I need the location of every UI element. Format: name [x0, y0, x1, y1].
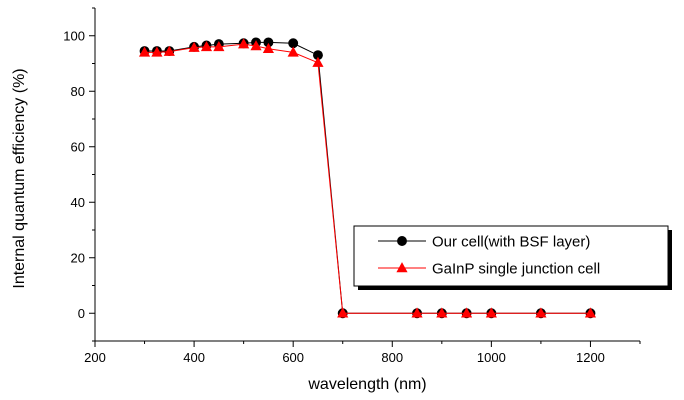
data-point [250, 40, 262, 51]
data-point [337, 307, 349, 318]
legend-box [353, 225, 669, 287]
data-point [485, 307, 497, 318]
legend-label: GaInP single junction cell [432, 261, 600, 278]
data-point [163, 45, 175, 56]
data-point [312, 56, 324, 67]
data-point [262, 42, 274, 54]
legend-item-1: Our cell(with BSF layer) [378, 234, 590, 251]
legend-marker [397, 236, 407, 246]
y-axis-title: Internal quantum efficiency (%) [11, 68, 28, 288]
legend-label: Our cell(with BSF layer) [432, 234, 590, 251]
x-tick-label: 1000 [477, 350, 506, 365]
x-axis-title: wavelength (nm) [307, 376, 426, 393]
x-tick-label: 1200 [576, 350, 605, 365]
legend-marker [396, 262, 408, 273]
data-point [288, 38, 299, 49]
data-point [200, 40, 213, 52]
data-point [238, 38, 250, 49]
data-point [151, 46, 163, 57]
axes: 200 400 600 800 1000 1200 0 20 40 60 80 100 [63, 7, 641, 365]
data-point [188, 41, 200, 52]
data-point [287, 46, 299, 57]
legend-item-2: GaInP single junction cell [378, 261, 600, 278]
data-point [263, 37, 274, 48]
x-tick-label: 800 [381, 350, 403, 365]
y-tick-label: 40 [71, 195, 85, 210]
data-point [138, 46, 151, 57]
y-tick-label: 20 [71, 250, 85, 265]
data-point [461, 307, 473, 318]
data-point [436, 307, 448, 318]
legend: Our cell(with BSF layer) GaInP single jun… [353, 225, 672, 290]
y-tick-label: 80 [71, 84, 85, 99]
series-layer [138, 37, 597, 319]
data-point [213, 40, 225, 52]
x-tick-label: 600 [282, 350, 304, 365]
legend-items: Our cell(with BSF layer) GaInP single jun… [378, 234, 600, 278]
y-tick-label: 100 [63, 28, 85, 43]
y-tick-label: 60 [71, 139, 85, 154]
data-point [313, 50, 323, 61]
x-tick-label: 200 [84, 350, 106, 365]
series-line [144, 43, 591, 314]
x-tick-label: 400 [183, 350, 205, 365]
y-tick-label: 0 [78, 306, 85, 321]
series-2 [138, 38, 597, 318]
data-point [584, 307, 597, 318]
data-point [411, 307, 423, 318]
data-point [535, 307, 547, 318]
